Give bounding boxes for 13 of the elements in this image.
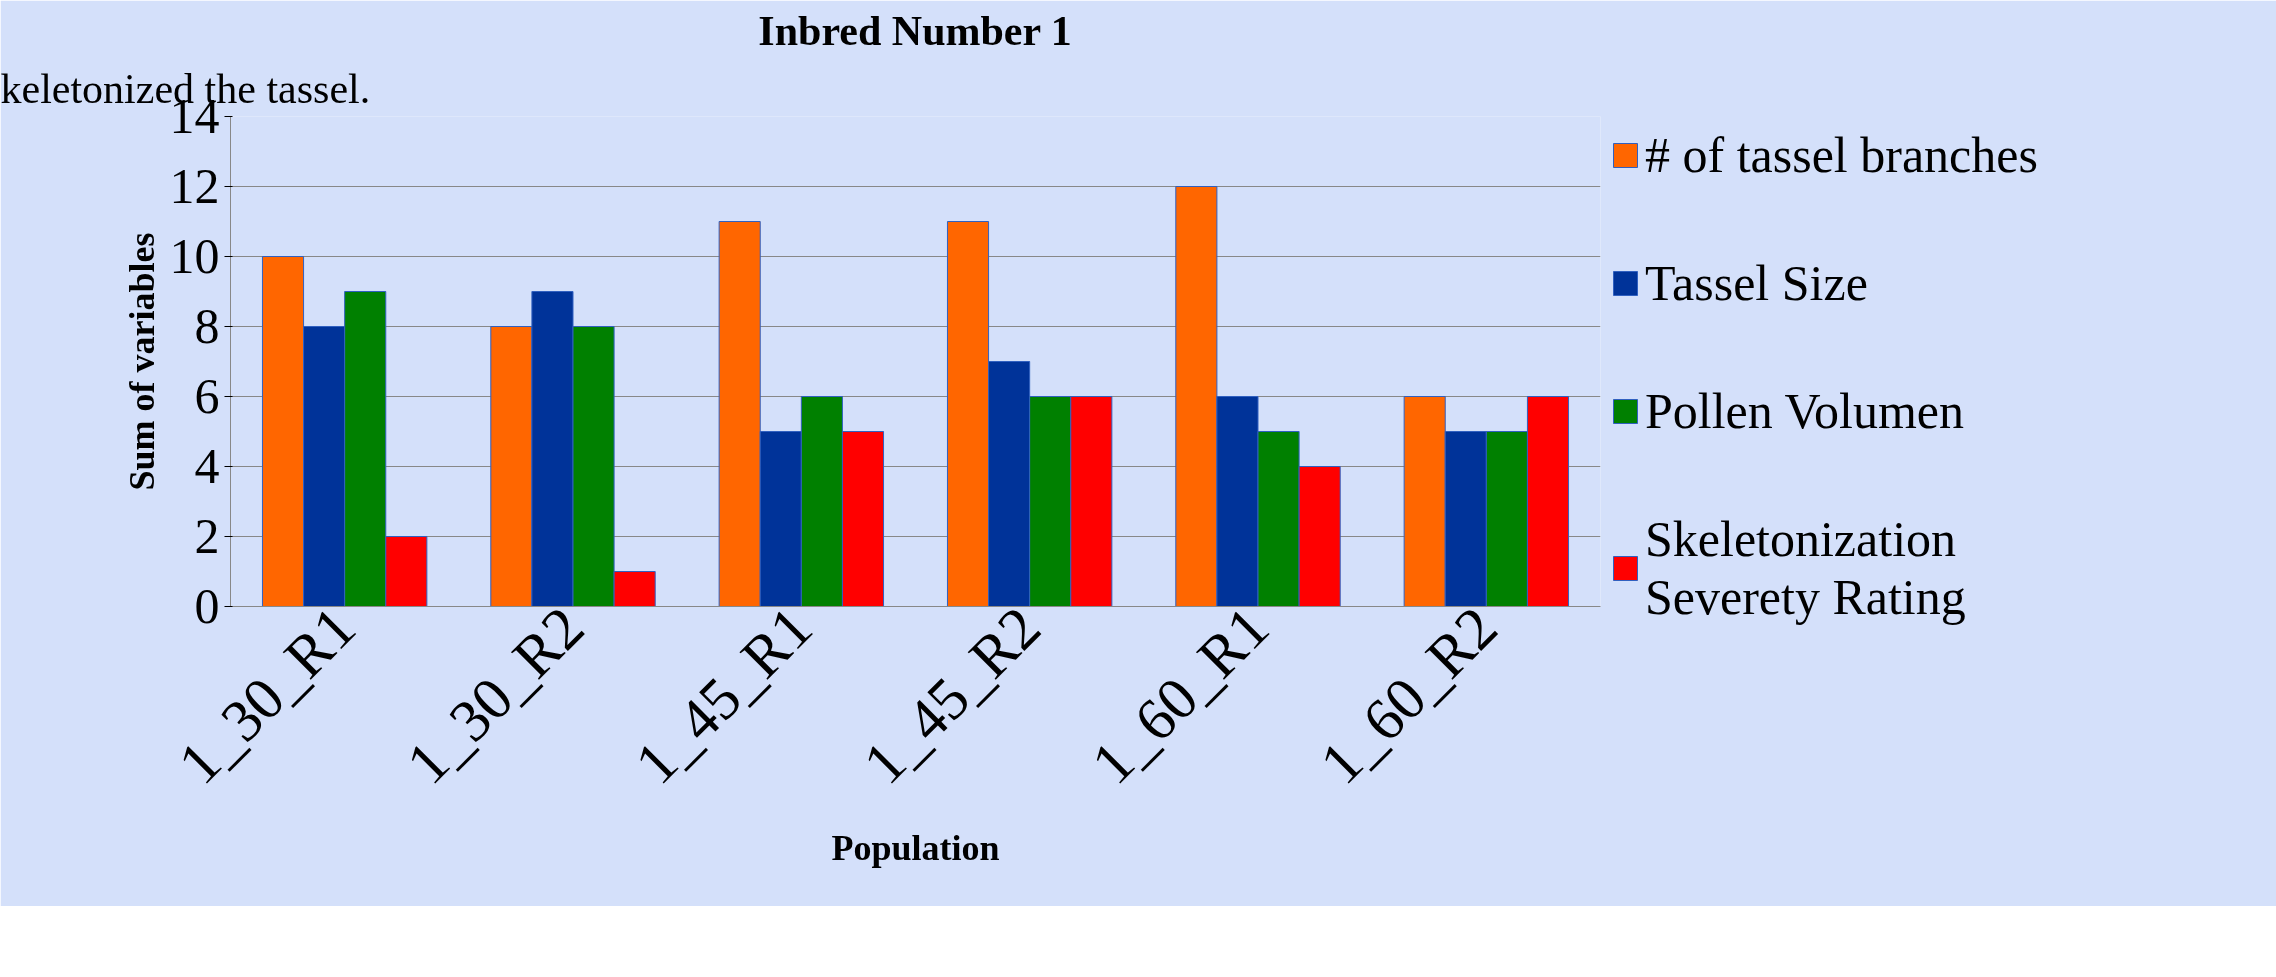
y-tick-label: 4 — [194, 438, 220, 494]
y-tick-label: 10 — [169, 228, 220, 284]
legend-label: Pollen Volumen — [1645, 382, 1965, 440]
y-tick-label: 8 — [194, 298, 220, 354]
legend-label: Tassel Size — [1645, 254, 1868, 312]
y-tick-label: 2 — [194, 508, 220, 564]
legend-label: # of tassel branches — [1645, 126, 2038, 184]
legend-label: Skeletonization Severety Rating — [1645, 510, 1966, 626]
y-axis-title: Sum of variables — [121, 232, 162, 491]
chart-title: Inbred Number 1 — [758, 7, 1072, 54]
y-tick-label: 12 — [169, 158, 220, 214]
y-tick-label: 6 — [194, 368, 220, 424]
x-axis-title: Population — [831, 827, 1000, 868]
